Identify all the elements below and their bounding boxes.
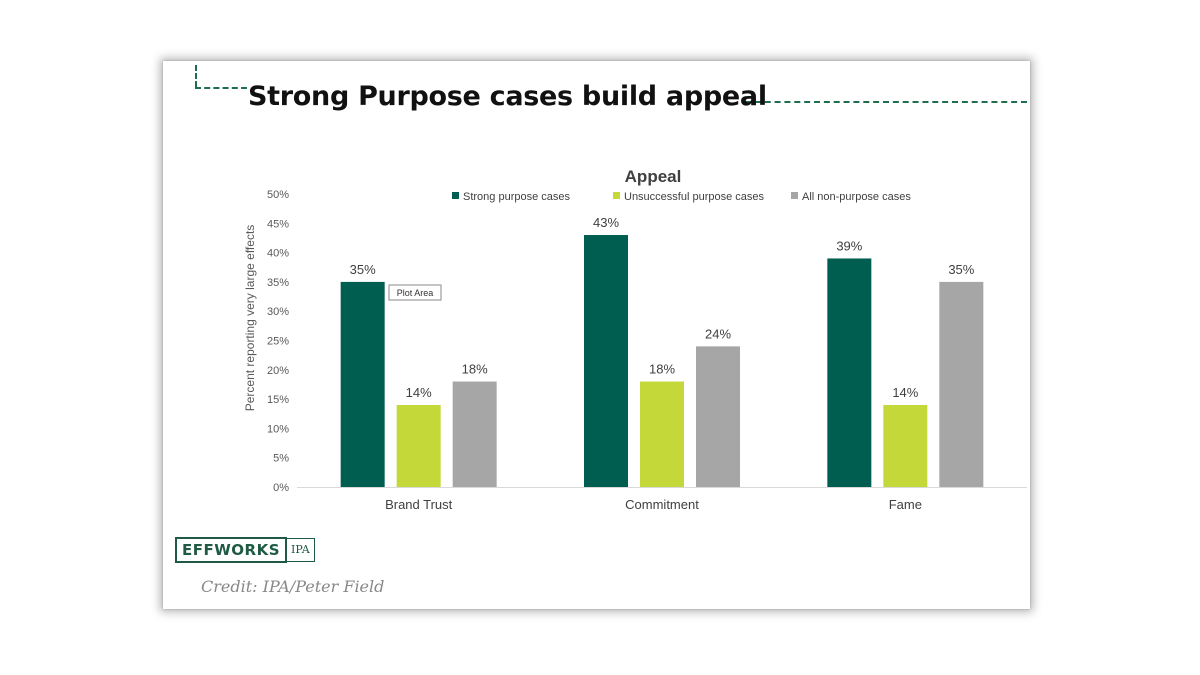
y-tick-label: 25% (267, 336, 289, 348)
bar (340, 281, 385, 487)
effworks-logo: EFFWORKS IPA (175, 537, 315, 563)
y-tick-label: 40% (267, 248, 289, 260)
bar (584, 235, 628, 487)
bar (883, 404, 928, 487)
legend-label: All non-purpose cases (802, 191, 911, 203)
bar (396, 404, 441, 487)
legend-label: Strong purpose cases (463, 191, 571, 203)
legend-swatch (452, 192, 459, 199)
chart-title: Appeal (625, 167, 682, 186)
data-label: 35% (948, 262, 974, 277)
data-label: 39% (836, 238, 862, 253)
plot-area-tooltip-text: Plot Area (397, 288, 434, 298)
x-tick-label: Brand Trust (385, 497, 453, 512)
plot-area-tooltip (388, 284, 442, 301)
title-dashed-line (745, 101, 1027, 103)
data-label: 18% (649, 362, 675, 377)
legend-swatch (791, 192, 798, 199)
data-label: 24% (705, 326, 731, 341)
corner-bracket-horizontal (195, 87, 247, 89)
credit-text: Credit: IPA/Peter Field (201, 577, 385, 596)
data-label: 14% (892, 385, 918, 400)
y-tick-label: 45% (267, 218, 289, 230)
data-label: 35% (350, 262, 376, 277)
y-tick-label: 15% (267, 394, 289, 406)
y-tick-label: 5% (273, 453, 289, 465)
data-label: 43% (593, 215, 619, 230)
x-tick-label: Fame (889, 497, 922, 512)
data-label: 18% (462, 362, 488, 377)
bar (696, 346, 740, 487)
x-tick-label: Commitment (625, 497, 699, 512)
data-label: 14% (406, 385, 432, 400)
y-tick-label: 10% (267, 423, 289, 435)
legend-label: Unsuccessful purpose cases (624, 191, 765, 203)
y-tick-label: 0% (273, 482, 289, 494)
bar (827, 258, 872, 487)
y-tick-label: 50% (267, 189, 289, 201)
corner-bracket-vertical (195, 65, 197, 87)
bar (939, 281, 984, 487)
y-axis-label: Percent reporting very large effects (243, 225, 257, 412)
bar (640, 381, 684, 487)
logo-main-text: EFFWORKS (175, 537, 288, 563)
y-tick-label: 30% (267, 306, 289, 318)
logo-sub-text: IPA (287, 538, 315, 562)
y-tick-label: 35% (267, 277, 289, 289)
y-tick-label: 20% (267, 365, 289, 377)
legend-swatch (613, 192, 620, 199)
bar (452, 381, 497, 487)
slide-title: Strong Purpose cases build appeal (248, 81, 767, 112)
